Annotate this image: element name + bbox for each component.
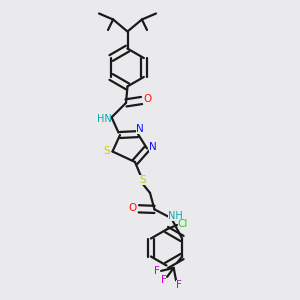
Text: O: O bbox=[129, 202, 137, 213]
Text: N: N bbox=[149, 142, 157, 152]
Text: Cl: Cl bbox=[178, 219, 188, 229]
Text: N: N bbox=[136, 124, 143, 134]
Text: F: F bbox=[160, 275, 166, 285]
Text: O: O bbox=[143, 94, 152, 104]
Text: NH: NH bbox=[167, 211, 182, 221]
Text: S: S bbox=[139, 175, 146, 185]
Text: F: F bbox=[154, 266, 160, 277]
Text: HN: HN bbox=[97, 113, 112, 124]
Text: F: F bbox=[176, 280, 182, 290]
Text: S: S bbox=[104, 146, 110, 157]
